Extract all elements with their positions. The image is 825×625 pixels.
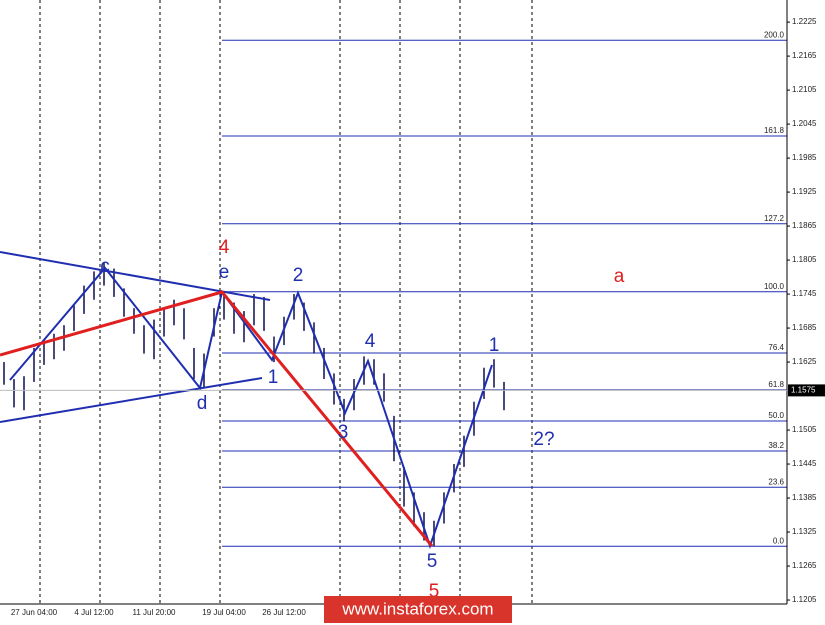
watermark: www.instaforex.com (341, 599, 493, 618)
annotations: c 4 e 2 4 1 d 3 5 5 1 2? a (100, 237, 624, 602)
fib-label: 38.2 (768, 441, 784, 450)
wave-label: d (197, 393, 208, 414)
watermark-banner (324, 596, 512, 623)
x-tick-label: 4 Jul 12:00 (74, 608, 114, 617)
y-tick-label: 1.1385 (792, 493, 817, 502)
fib-label: 0.0 (773, 536, 785, 545)
wave-label: e (219, 262, 230, 283)
y-tick-label: 1.1745 (792, 289, 817, 298)
fib-label: 61.8 (768, 380, 784, 389)
y-tick-label: 1.1805 (792, 255, 817, 264)
fib-label: 127.2 (764, 214, 785, 223)
wave-label: 2 (293, 265, 304, 286)
wave-label: 4 (219, 237, 230, 258)
fib-label: 100.0 (764, 282, 785, 291)
wave-label: 5 (427, 551, 438, 572)
y-tick-label: 1.1985 (792, 153, 817, 162)
wave-lines (0, 251, 493, 550)
y-tick-label: 1.1505 (792, 425, 817, 434)
y-tick-label: 1.1925 (792, 187, 817, 196)
y-tick-label: 1.2225 (792, 17, 817, 26)
y-tick-label: 1.2165 (792, 51, 817, 60)
fib-label: 161.8 (764, 126, 785, 135)
wave-line (0, 290, 434, 547)
y-tick-label: 1.2105 (792, 85, 817, 94)
wave-label: 5 (429, 581, 440, 602)
last-price-label: 1.1575 (791, 385, 816, 394)
x-tick-label: 19 Jul 04:00 (202, 608, 246, 617)
wave-label: 1 (268, 367, 279, 388)
axis-labels: 1.2225 1.2165 1.2105 1.2045 1.1985 1.1925 1.18… (0, 17, 825, 617)
x-tick-label: 26 Jul 12:00 (262, 608, 306, 617)
fib-label: 200.0 (764, 30, 785, 39)
y-tick-label: 1.1685 (792, 323, 817, 332)
wave-label: 1 (489, 335, 500, 356)
y-tick-label: 1.1205 (792, 595, 817, 604)
fib-label: 23.6 (768, 477, 784, 486)
x-tick-label: 11 Jul 20:00 (133, 608, 177, 617)
last-price-box (788, 384, 825, 397)
trend-line (0, 377, 263, 423)
y-tick-label: 1.2045 (792, 119, 817, 128)
fib-label: 50.0 (768, 411, 784, 420)
y-tick-label: 1.1265 (792, 561, 817, 570)
y-tick-label: 1.1325 (792, 527, 817, 536)
wave-line (9, 266, 493, 550)
wave-label: 2? (533, 429, 554, 450)
y-tick-label: 1.1445 (792, 459, 817, 468)
x-tick-label: 27 Jun 04:00 (11, 608, 58, 617)
wave-label: 3 (338, 422, 349, 443)
wave-label: a (614, 266, 625, 287)
trend-line (0, 251, 271, 301)
fib-label: 76.4 (768, 343, 784, 352)
wave-label: 4 (365, 331, 376, 352)
y-tick-label: 1.1865 (792, 221, 817, 230)
wave-label: c (100, 256, 110, 277)
y-tick-label: 1.1625 (792, 357, 817, 366)
